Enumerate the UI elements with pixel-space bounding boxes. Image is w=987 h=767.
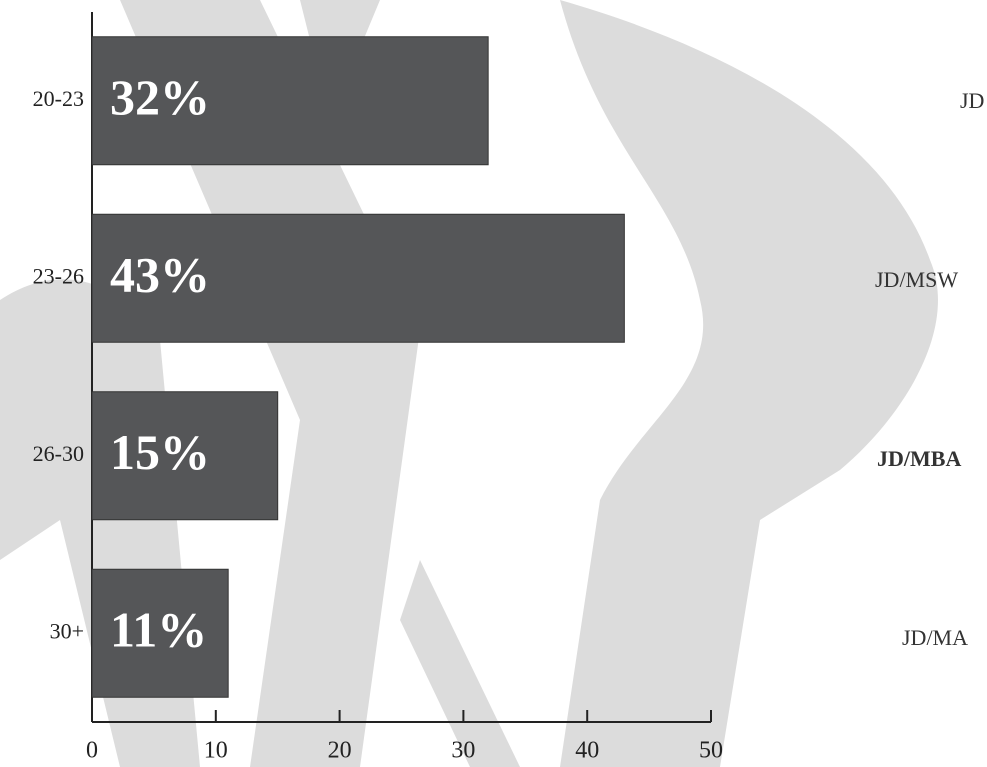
value-label: 11% — [110, 602, 207, 658]
value-label: 32% — [110, 69, 210, 125]
value-label: 43% — [110, 247, 210, 303]
chart: JD JD/MSW JD/MBA JD/MA 0 10 20 30 40 50 20-23 3… — [0, 0, 987, 767]
y-tick-label: 30+ — [50, 618, 84, 643]
partial-label: JD — [960, 88, 984, 113]
x-tick-label: 10 — [204, 738, 228, 764]
value-label: 15% — [110, 424, 210, 480]
x-tick-label: 20 — [328, 738, 352, 764]
x-tick-label: 50 — [699, 738, 723, 764]
partial-label: JD/MA — [902, 625, 968, 650]
x-tick-label: 40 — [575, 738, 599, 764]
y-tick-label: 26-30 — [33, 441, 84, 466]
y-tick-label: 23-26 — [33, 263, 84, 288]
x-tick-label: 0 — [86, 738, 98, 764]
partial-label: JD/MBA — [877, 446, 961, 471]
y-tick-label: 20-23 — [33, 86, 84, 111]
x-tick-label: 30 — [451, 738, 475, 764]
partial-label: JD/MSW — [875, 267, 958, 292]
